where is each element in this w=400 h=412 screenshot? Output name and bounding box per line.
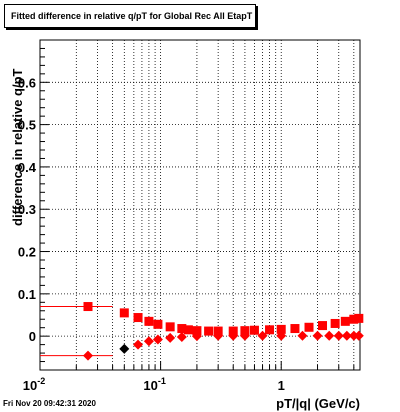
data-point-diamond xyxy=(133,339,144,350)
y-tick-label: 0.5 xyxy=(18,118,36,133)
data-point-square xyxy=(165,322,175,332)
data-point-square xyxy=(349,314,359,324)
timestamp: Fri Nov 20 09:42:31 2020 xyxy=(3,399,96,408)
data-point-diamond xyxy=(152,334,163,345)
data-point-diamond xyxy=(297,330,308,341)
chart-title: Fitted difference in relative q/pT for G… xyxy=(11,11,253,21)
data-point-diamond xyxy=(333,330,344,341)
y-tick-label: 0.1 xyxy=(18,287,36,302)
x-tick-label: 1 xyxy=(278,378,285,393)
data-point-diamond xyxy=(228,330,239,341)
y-tick-label: 0.3 xyxy=(18,202,36,217)
data-point-square xyxy=(304,322,314,332)
data-point-square xyxy=(153,319,163,329)
data-point-square xyxy=(290,324,300,334)
data-point-diamond xyxy=(353,330,364,341)
data-point-diamond xyxy=(276,330,287,341)
y-tick-label: 0 xyxy=(29,329,36,344)
data-point-square xyxy=(318,321,328,331)
data-point-diamond xyxy=(213,330,224,341)
data-point-diamond xyxy=(176,332,187,342)
chart-title-box: Fitted difference in relative q/pT for G… xyxy=(4,4,256,28)
grid-lines xyxy=(40,40,360,370)
data-point-square xyxy=(119,308,129,318)
x-axis-label: pT/|q| (GeV/c) xyxy=(276,396,360,411)
data-point-diamond xyxy=(143,336,154,347)
data-point-diamond xyxy=(165,332,176,343)
data-point-square xyxy=(144,316,154,326)
data-point-diamond xyxy=(341,330,352,341)
data-point-square xyxy=(249,325,259,335)
data-point-diamond xyxy=(119,343,130,354)
data-point-square xyxy=(340,316,350,326)
x-tick-label: 10-1 xyxy=(143,376,165,393)
data-point-diamond xyxy=(257,330,268,341)
y-tick-label: 0.6 xyxy=(18,75,36,90)
data-point-square xyxy=(354,313,364,323)
data-point-square xyxy=(177,324,187,334)
plot-frame xyxy=(39,39,361,371)
data-point-diamond xyxy=(191,331,202,342)
data-point-diamond xyxy=(82,350,93,361)
data-points xyxy=(40,302,364,361)
data-point-square xyxy=(183,325,193,335)
data-point-square xyxy=(276,324,286,334)
data-point-diamond xyxy=(239,330,250,341)
data-point-square xyxy=(265,325,275,335)
data-point-square xyxy=(192,326,202,336)
y-tick-label: 0.2 xyxy=(18,245,36,260)
data-point-square xyxy=(83,302,93,312)
data-point-diamond xyxy=(312,330,323,341)
data-point-square xyxy=(204,326,214,336)
axes: 0 0.1 0.2 0.3 0.4 0.5 0.6 10-2 10-1 1 xyxy=(18,39,355,393)
data-point-square xyxy=(240,326,250,336)
data-point-diamond xyxy=(324,330,335,341)
x-tick-label: 10-2 xyxy=(23,376,45,393)
data-point-square xyxy=(330,318,340,328)
y-axis-label: difference in relative q/pT xyxy=(10,68,25,226)
y-tick-label: 0.4 xyxy=(18,160,37,175)
data-point-square xyxy=(133,313,143,323)
